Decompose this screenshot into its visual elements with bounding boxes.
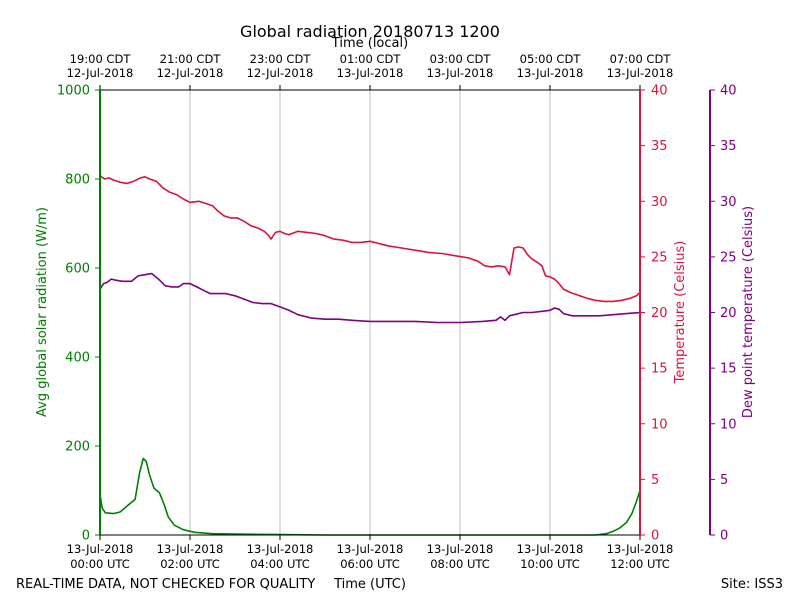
- temperature-tick-label-4: 20: [651, 306, 668, 321]
- radiation-tick-label-4: 800: [65, 173, 90, 188]
- bottom-tick-label-time-5: 10:00 UTC: [520, 557, 580, 571]
- bottom-tick-label-date-4: 13-Jul-2018: [427, 542, 494, 556]
- radiation-tick-label-3: 600: [65, 262, 90, 277]
- temperature-tick-label-0: 0: [651, 529, 659, 544]
- top-tick-label-time-6: 07:00 CDT: [610, 52, 672, 66]
- top-tick-label-time-0: 19:00 CDT: [70, 52, 132, 66]
- top-tick-label-date-1: 12-Jul-2018: [157, 66, 224, 80]
- footer-quality-note: REAL-TIME DATA, NOT CHECKED FOR QUALITY: [16, 577, 315, 592]
- temperature-tick-label-1: 5: [651, 473, 659, 488]
- series-line-radiation: [99, 457, 641, 536]
- y-axis-dewpoint-label: Dew point temperature (Celsius): [741, 206, 756, 418]
- bottom-tick-label-time-2: 04:00 UTC: [250, 557, 310, 571]
- series-line-dewpoint: [99, 272, 641, 324]
- dewpoint-tick-label-1: 5: [720, 473, 728, 488]
- top-tick-label-time-1: 21:00 CDT: [160, 52, 222, 66]
- labels-layer: Global radiation 20180713 1200 Time (loc…: [16, 22, 783, 592]
- y-axis-temperature-label: Temperature (Celsius): [673, 241, 688, 385]
- bottom-tick-label-date-0: 13-Jul-2018: [67, 542, 134, 556]
- bottom-tick-label-time-4: 08:00 UTC: [430, 557, 490, 571]
- top-tick-label-date-0: 12-Jul-2018: [67, 66, 134, 80]
- y-axis-radiation-label: Avg global solar radiation (W/m): [35, 207, 50, 417]
- dewpoint-tick-label-3: 15: [720, 362, 737, 377]
- radiation-tick-label-0: 0: [82, 529, 90, 544]
- dewpoint-tick-label-7: 35: [720, 139, 737, 154]
- bottom-tick-label-time-6: 12:00 UTC: [610, 557, 670, 571]
- top-tick-label-date-2: 12-Jul-2018: [247, 66, 314, 80]
- radiation-tick-label-2: 400: [65, 351, 90, 366]
- top-tick-label-date-5: 13-Jul-2018: [517, 66, 584, 80]
- radiation-tick-label-5: 1000: [57, 84, 90, 99]
- dewpoint-tick-label-0: 0: [720, 529, 728, 544]
- top-tick-label-date-4: 13-Jul-2018: [427, 66, 494, 80]
- bottom-tick-label-time-0: 00:00 UTC: [70, 557, 130, 571]
- top-tick-label-time-3: 01:00 CDT: [340, 52, 402, 66]
- temperature-tick-label-8: 40: [651, 84, 668, 99]
- bottom-tick-label-date-3: 13-Jul-2018: [337, 542, 404, 556]
- top-tick-label-time-4: 03:00 CDT: [430, 52, 492, 66]
- temperature-tick-label-3: 15: [651, 362, 668, 377]
- top-tick-label-time-5: 05:00 CDT: [520, 52, 582, 66]
- x-axis-bottom-label: Time (UTC): [333, 577, 406, 592]
- temperature-tick-label-6: 30: [651, 195, 668, 210]
- dewpoint-tick-label-4: 20: [720, 306, 737, 321]
- footer-site: Site: ISS3: [721, 577, 783, 592]
- bottom-tick-label-date-5: 13-Jul-2018: [517, 542, 584, 556]
- grid-lines: [189, 90, 551, 535]
- axes-layer: 0200400600800100005101520253035400510152…: [57, 52, 737, 571]
- bottom-tick-label-date-1: 13-Jul-2018: [157, 542, 224, 556]
- chart-title: Global radiation 20180713 1200: [240, 22, 500, 41]
- dewpoint-tick-label-2: 10: [720, 417, 737, 432]
- temperature-tick-label-7: 35: [651, 139, 668, 154]
- radiation-tick-label-1: 200: [65, 440, 90, 455]
- dewpoint-tick-label-5: 25: [720, 250, 737, 265]
- top-tick-label-time-2: 23:00 CDT: [250, 52, 312, 66]
- bottom-tick-label-date-6: 13-Jul-2018: [607, 542, 674, 556]
- x-axis-top-label: Time (local): [331, 36, 408, 51]
- series-layer: [99, 175, 641, 536]
- temperature-tick-label-2: 10: [651, 417, 668, 432]
- top-tick-label-date-6: 13-Jul-2018: [607, 66, 674, 80]
- temperature-tick-label-5: 25: [651, 250, 668, 265]
- bottom-tick-label-time-3: 06:00 UTC: [340, 557, 400, 571]
- dewpoint-tick-label-6: 30: [720, 195, 737, 210]
- dewpoint-tick-label-8: 40: [720, 84, 737, 99]
- bottom-tick-label-time-1: 02:00 UTC: [160, 557, 220, 571]
- bottom-tick-label-date-2: 13-Jul-2018: [247, 542, 314, 556]
- top-tick-label-date-3: 13-Jul-2018: [337, 66, 404, 80]
- series-line-temperature: [99, 175, 641, 303]
